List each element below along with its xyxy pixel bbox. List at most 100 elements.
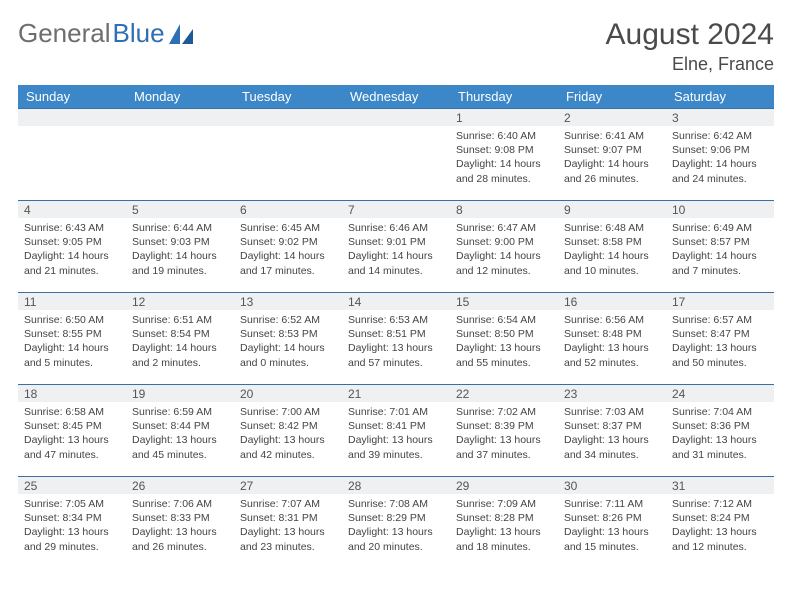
col-friday: Friday — [558, 85, 666, 108]
cell-body — [342, 126, 450, 129]
daylight1-line: Daylight: 14 hours — [456, 249, 552, 263]
calendar-cell: 26Sunrise: 7:06 AMSunset: 8:33 PMDayligh… — [126, 476, 234, 568]
sunrise-line: Sunrise: 7:04 AM — [672, 405, 768, 419]
daylight2-line: and 31 minutes. — [672, 448, 768, 462]
day-number: 9 — [558, 200, 666, 218]
col-tuesday: Tuesday — [234, 85, 342, 108]
calendar-cell: 10Sunrise: 6:49 AMSunset: 8:57 PMDayligh… — [666, 200, 774, 292]
sunset-line: Sunset: 8:55 PM — [24, 327, 120, 341]
calendar-cell: 30Sunrise: 7:11 AMSunset: 8:26 PMDayligh… — [558, 476, 666, 568]
calendar-page: GeneralBlue August 2024 Elne, France Sun… — [0, 0, 792, 568]
sunset-line: Sunset: 9:08 PM — [456, 143, 552, 157]
sunset-line: Sunset: 8:36 PM — [672, 419, 768, 433]
sunrise-line: Sunrise: 7:11 AM — [564, 497, 660, 511]
day-number: 21 — [342, 384, 450, 402]
col-saturday: Saturday — [666, 85, 774, 108]
calendar-row: 11Sunrise: 6:50 AMSunset: 8:55 PMDayligh… — [18, 292, 774, 384]
cell-body: Sunrise: 7:11 AMSunset: 8:26 PMDaylight:… — [558, 494, 666, 554]
cell-body: Sunrise: 6:51 AMSunset: 8:54 PMDaylight:… — [126, 310, 234, 370]
daylight2-line: and 47 minutes. — [24, 448, 120, 462]
sunrise-line: Sunrise: 7:05 AM — [24, 497, 120, 511]
daylight1-line: Daylight: 14 hours — [132, 249, 228, 263]
day-number: 16 — [558, 292, 666, 310]
sunset-line: Sunset: 8:39 PM — [456, 419, 552, 433]
calendar-cell: 18Sunrise: 6:58 AMSunset: 8:45 PMDayligh… — [18, 384, 126, 476]
sunrise-line: Sunrise: 6:41 AM — [564, 129, 660, 143]
daylight2-line: and 5 minutes. — [24, 356, 120, 370]
sunset-line: Sunset: 8:33 PM — [132, 511, 228, 525]
cell-body: Sunrise: 6:59 AMSunset: 8:44 PMDaylight:… — [126, 402, 234, 462]
sunrise-line: Sunrise: 7:06 AM — [132, 497, 228, 511]
sunset-line: Sunset: 9:05 PM — [24, 235, 120, 249]
cell-body: Sunrise: 6:56 AMSunset: 8:48 PMDaylight:… — [558, 310, 666, 370]
cell-body: Sunrise: 7:02 AMSunset: 8:39 PMDaylight:… — [450, 402, 558, 462]
sunset-line: Sunset: 8:54 PM — [132, 327, 228, 341]
day-number — [342, 108, 450, 126]
cell-body: Sunrise: 6:52 AMSunset: 8:53 PMDaylight:… — [234, 310, 342, 370]
day-number: 18 — [18, 384, 126, 402]
daylight2-line: and 26 minutes. — [132, 540, 228, 554]
daylight1-line: Daylight: 13 hours — [564, 341, 660, 355]
daylight1-line: Daylight: 14 hours — [564, 157, 660, 171]
daylight1-line: Daylight: 14 hours — [240, 249, 336, 263]
day-number: 10 — [666, 200, 774, 218]
day-number — [234, 108, 342, 126]
cell-body: Sunrise: 7:08 AMSunset: 8:29 PMDaylight:… — [342, 494, 450, 554]
day-number: 3 — [666, 108, 774, 126]
daylight1-line: Daylight: 13 hours — [456, 341, 552, 355]
daylight2-line: and 12 minutes. — [672, 540, 768, 554]
cell-body: Sunrise: 6:45 AMSunset: 9:02 PMDaylight:… — [234, 218, 342, 278]
calendar-cell: 28Sunrise: 7:08 AMSunset: 8:29 PMDayligh… — [342, 476, 450, 568]
calendar-cell — [342, 108, 450, 200]
sunset-line: Sunset: 9:06 PM — [672, 143, 768, 157]
sunrise-line: Sunrise: 6:51 AM — [132, 313, 228, 327]
daylight1-line: Daylight: 14 hours — [672, 249, 768, 263]
daylight2-line: and 2 minutes. — [132, 356, 228, 370]
sunset-line: Sunset: 8:57 PM — [672, 235, 768, 249]
sunset-line: Sunset: 8:24 PM — [672, 511, 768, 525]
cell-body: Sunrise: 6:54 AMSunset: 8:50 PMDaylight:… — [450, 310, 558, 370]
sunrise-line: Sunrise: 6:50 AM — [24, 313, 120, 327]
sunset-line: Sunset: 9:02 PM — [240, 235, 336, 249]
day-number: 15 — [450, 292, 558, 310]
daylight1-line: Daylight: 14 hours — [348, 249, 444, 263]
day-number: 4 — [18, 200, 126, 218]
daylight2-line: and 0 minutes. — [240, 356, 336, 370]
cell-body: Sunrise: 7:05 AMSunset: 8:34 PMDaylight:… — [18, 494, 126, 554]
calendar-cell: 16Sunrise: 6:56 AMSunset: 8:48 PMDayligh… — [558, 292, 666, 384]
daylight1-line: Daylight: 13 hours — [240, 433, 336, 447]
daylight2-line: and 20 minutes. — [348, 540, 444, 554]
sunrise-line: Sunrise: 6:54 AM — [456, 313, 552, 327]
day-number: 17 — [666, 292, 774, 310]
daylight1-line: Daylight: 13 hours — [348, 525, 444, 539]
sunset-line: Sunset: 8:37 PM — [564, 419, 660, 433]
daylight1-line: Daylight: 13 hours — [672, 525, 768, 539]
logo: GeneralBlue — [18, 18, 193, 49]
sunrise-line: Sunrise: 6:46 AM — [348, 221, 444, 235]
day-number: 28 — [342, 476, 450, 494]
sunrise-line: Sunrise: 7:07 AM — [240, 497, 336, 511]
calendar-cell: 6Sunrise: 6:45 AMSunset: 9:02 PMDaylight… — [234, 200, 342, 292]
daylight1-line: Daylight: 13 hours — [132, 525, 228, 539]
daylight1-line: Daylight: 13 hours — [348, 341, 444, 355]
daylight1-line: Daylight: 13 hours — [240, 525, 336, 539]
sunset-line: Sunset: 8:26 PM — [564, 511, 660, 525]
sunset-line: Sunset: 8:31 PM — [240, 511, 336, 525]
cell-body: Sunrise: 6:57 AMSunset: 8:47 PMDaylight:… — [666, 310, 774, 370]
sunset-line: Sunset: 9:01 PM — [348, 235, 444, 249]
sunset-line: Sunset: 8:48 PM — [564, 327, 660, 341]
calendar-cell: 31Sunrise: 7:12 AMSunset: 8:24 PMDayligh… — [666, 476, 774, 568]
day-number: 23 — [558, 384, 666, 402]
day-number: 6 — [234, 200, 342, 218]
sunset-line: Sunset: 9:00 PM — [456, 235, 552, 249]
topbar: GeneralBlue August 2024 Elne, France — [18, 18, 774, 75]
day-number: 27 — [234, 476, 342, 494]
sunrise-line: Sunrise: 6:40 AM — [456, 129, 552, 143]
day-number: 2 — [558, 108, 666, 126]
day-number: 25 — [18, 476, 126, 494]
sunset-line: Sunset: 8:58 PM — [564, 235, 660, 249]
daylight2-line: and 37 minutes. — [456, 448, 552, 462]
logo-sail-icon — [169, 24, 193, 44]
cell-body: Sunrise: 6:49 AMSunset: 8:57 PMDaylight:… — [666, 218, 774, 278]
day-number: 24 — [666, 384, 774, 402]
